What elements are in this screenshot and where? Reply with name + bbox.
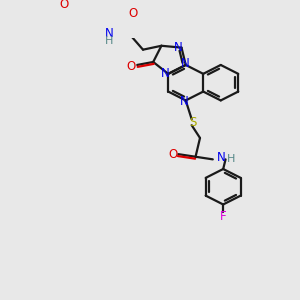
Text: O: O xyxy=(168,148,178,160)
Text: N: N xyxy=(104,27,113,40)
Text: H: H xyxy=(105,36,113,46)
Text: O: O xyxy=(127,59,136,73)
Text: O: O xyxy=(60,0,69,11)
Text: N: N xyxy=(182,57,190,70)
Text: S: S xyxy=(190,116,197,129)
Text: N: N xyxy=(161,67,170,80)
Text: O: O xyxy=(129,8,138,20)
Text: N: N xyxy=(217,151,226,164)
Text: N: N xyxy=(174,41,183,54)
Text: F: F xyxy=(220,210,226,223)
Text: H: H xyxy=(226,154,235,164)
Text: N: N xyxy=(180,95,189,108)
